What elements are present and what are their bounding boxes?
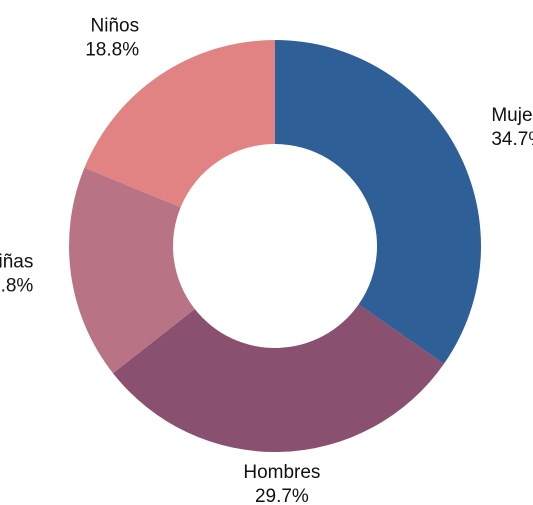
label-hombres-value: 29.7% [255,486,309,505]
label-ninas-value: 16.8% [0,276,33,297]
slice-ninos [84,40,275,208]
donut-slices [69,40,482,453]
slice-mujeres [275,40,482,364]
label-ninas: Niñas 16.8% [0,252,33,297]
label-mujeres-value: 34.7% [491,129,533,150]
label-mujeres: Mujeres 34.7% [491,105,533,150]
label-ninos-value: 18.8% [85,39,139,60]
label-ninas-name: Niñas [0,252,33,273]
label-hombres-name: Hombres [243,462,320,483]
slice-hombres [113,304,444,453]
donut-labels: Mujeres 34.7% Hombres 29.7% Niñas 16.8% Niños 1… [0,15,533,505]
label-ninos: Niños 18.8% [85,15,139,60]
slice-ninas [69,167,195,374]
label-ninos-name: Niños [91,15,140,36]
label-hombres: Hombres 29.7% [243,462,320,505]
label-mujeres-name: Mujeres [491,105,533,126]
